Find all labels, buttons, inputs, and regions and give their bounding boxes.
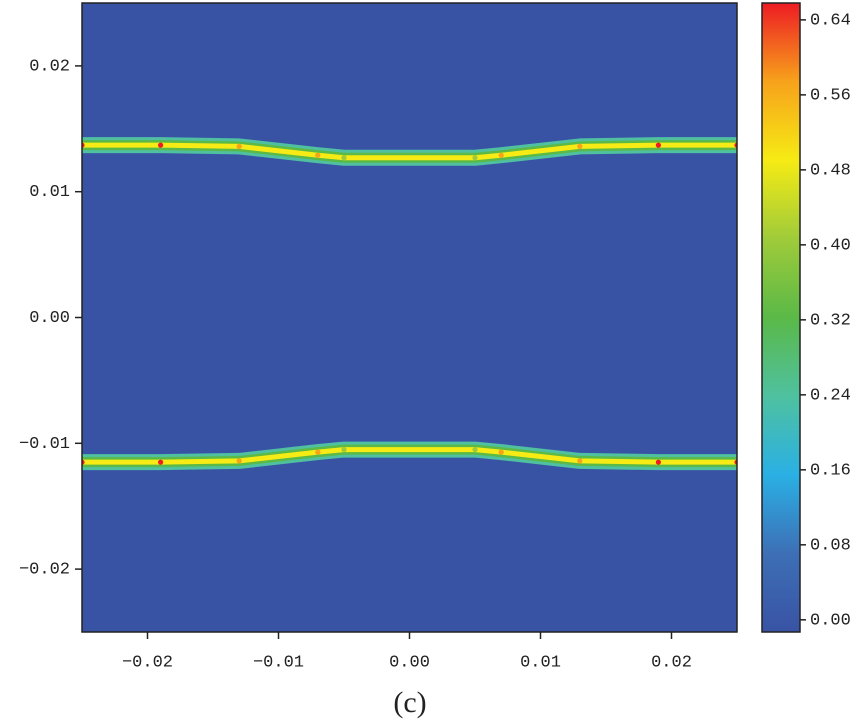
band-peak xyxy=(498,449,504,455)
colorbar-tick-label: 0.64 xyxy=(810,11,851,30)
band-peak xyxy=(341,446,347,453)
x-tick-label: −0.02 xyxy=(122,653,173,672)
colorbar-tick-label: 0.40 xyxy=(810,236,851,255)
band-core xyxy=(82,142,737,161)
band-peak xyxy=(498,152,504,158)
plot-area xyxy=(82,137,737,471)
band-peak xyxy=(236,143,242,150)
colorbar-tick-label: 0.56 xyxy=(810,86,851,105)
band-peak xyxy=(472,155,478,161)
band-peak xyxy=(236,458,242,464)
colorbar-tick-label: 0.32 xyxy=(810,311,851,330)
colorbar-tick-label: 0.08 xyxy=(810,536,851,555)
colorbar-tick-label: 0.00 xyxy=(810,611,851,630)
band-peak xyxy=(315,152,321,158)
y-tick-label: 0.01 xyxy=(29,183,70,202)
y-tick-label: −0.02 xyxy=(19,561,70,580)
band-peak xyxy=(655,142,662,148)
band-peak xyxy=(655,459,662,465)
band-peak xyxy=(158,459,164,465)
caption: (c) xyxy=(393,686,426,719)
x-tick-label: 0.02 xyxy=(651,653,692,672)
plot-background xyxy=(82,3,737,632)
band-core xyxy=(82,447,737,465)
colorbar-tick-label: 0.48 xyxy=(810,161,851,180)
band-peak xyxy=(577,458,583,464)
band-peak xyxy=(158,142,164,148)
x-tick-label: −0.01 xyxy=(253,653,304,672)
y-tick-label: 0.02 xyxy=(29,57,70,76)
band-peak xyxy=(341,155,347,161)
x-tick-label: 0.01 xyxy=(520,653,561,672)
band-peak xyxy=(315,449,321,455)
x-tick-label: 0.00 xyxy=(389,653,430,672)
y-tick-label: 0.00 xyxy=(29,309,70,328)
colorbar-tick-label: 0.16 xyxy=(810,461,851,480)
colorbar xyxy=(761,2,801,633)
colorbar-tick-label: 0.24 xyxy=(810,386,851,405)
band-peak xyxy=(577,143,583,150)
band-peak xyxy=(472,446,478,453)
y-tick-label: −0.01 xyxy=(19,435,70,454)
